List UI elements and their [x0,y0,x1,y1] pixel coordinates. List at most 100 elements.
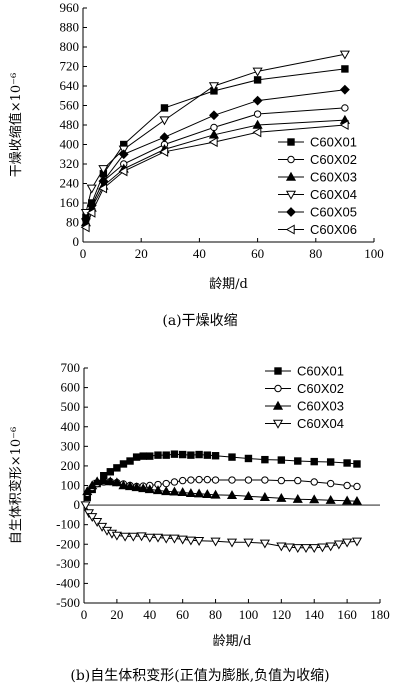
data-point [159,116,170,126]
data-point [98,183,108,194]
data-point [209,110,219,121]
data-point [210,537,221,547]
data-point [202,489,213,499]
legend-label: C60X03 [310,170,357,185]
x-tick-label: 100 [364,246,384,261]
data-point [252,127,262,138]
data-point [162,479,170,488]
y-tick-label: 960 [60,0,80,15]
data-point [118,149,129,160]
data-point [244,454,253,463]
data-point [343,459,351,467]
data-point [226,490,238,499]
data-point [243,491,254,500]
x-axis-label: 龄期/d [213,634,252,649]
data-point [259,492,270,501]
y-tick-label: 160 [60,195,80,210]
legend-marker [287,155,295,164]
data-point [86,184,97,194]
y-tick-label: -400 [56,575,80,590]
data-point [169,534,180,544]
y-tick-label: -200 [56,536,80,551]
data-point [252,119,263,129]
data-point [92,518,103,527]
y-axis-label: 自生体积变形×10⁻⁶ [8,427,24,545]
x-tick-label: 80 [209,607,222,622]
y-tick-label: 800 [60,39,80,54]
y-tick-label: 0 [74,497,81,512]
data-point [228,453,236,461]
data-point [276,493,287,502]
data-point [325,542,336,552]
data-point [211,452,220,460]
x-tick-label: 20 [110,607,123,622]
legend-marker [285,171,297,181]
data-point [309,494,320,504]
data-point [243,538,254,548]
data-point [98,165,109,175]
data-point [284,543,295,553]
data-point [119,460,128,468]
data-point [252,67,263,77]
data-point [277,456,286,464]
chart-caption: (a)干燥收缩 [162,313,237,329]
data-point [118,166,128,177]
data-point [170,450,179,458]
data-point [203,451,212,459]
x-tick-label: 120 [272,607,292,622]
data-point [177,535,188,545]
data-point [187,451,195,459]
data-point [144,484,155,494]
data-point [118,480,129,490]
data-point [210,489,221,499]
y-tick-label: 80 [66,215,79,230]
data-point [252,95,263,106]
data-point [342,495,353,505]
y-tick-label: 480 [60,117,80,132]
data-point [228,476,236,484]
data-point [187,476,195,484]
x-tick-label: 20 [135,246,148,261]
series-line [85,89,345,219]
data-point [144,533,155,543]
y-axis-label: 干燥收缩值×10⁻⁶ [8,73,24,178]
legend-label: C60X04 [297,416,344,431]
data-point [170,478,179,486]
series-c60x04 [80,50,350,218]
chart-caption: (b)自生体积变形(正值为膨胀,负值为收缩) [70,667,329,684]
legend-marker [272,400,284,410]
data-point [195,475,203,484]
data-point [339,84,350,95]
data-point [326,479,335,488]
legend-label: C60X01 [297,364,344,379]
x-tick-label: 40 [193,246,206,261]
data-point [343,481,351,490]
legend-label: C60X02 [297,381,344,396]
series-c60x05 [81,84,350,224]
data-point [128,532,139,542]
legend-label: C60X05 [310,205,357,220]
y-tick-label: 400 [61,419,81,434]
data-point [146,452,154,460]
data-point [294,457,302,465]
y-tick-label: 880 [60,20,80,35]
x-axis-label: 龄期/d [209,277,248,292]
data-point [341,104,349,112]
y-tick-label: 240 [60,176,80,191]
y-tick-label: 200 [61,458,81,473]
x-tick-label: 80 [309,246,322,261]
data-point [339,50,350,60]
data-point [124,481,136,491]
data-point [136,532,147,542]
data-point [98,475,109,485]
data-point [169,486,180,496]
chart-a-dry-shrinkage: 0 80 160 240 320 400 480 560 640 720 800 880 960 0 20 4… [8,0,384,329]
data-point [253,76,262,84]
legend-marker [274,367,282,375]
data-point [195,450,203,459]
data-point [261,476,269,484]
data-point [162,451,170,459]
data-point [253,110,262,118]
data-point [185,488,196,498]
legend-marker [285,190,297,200]
